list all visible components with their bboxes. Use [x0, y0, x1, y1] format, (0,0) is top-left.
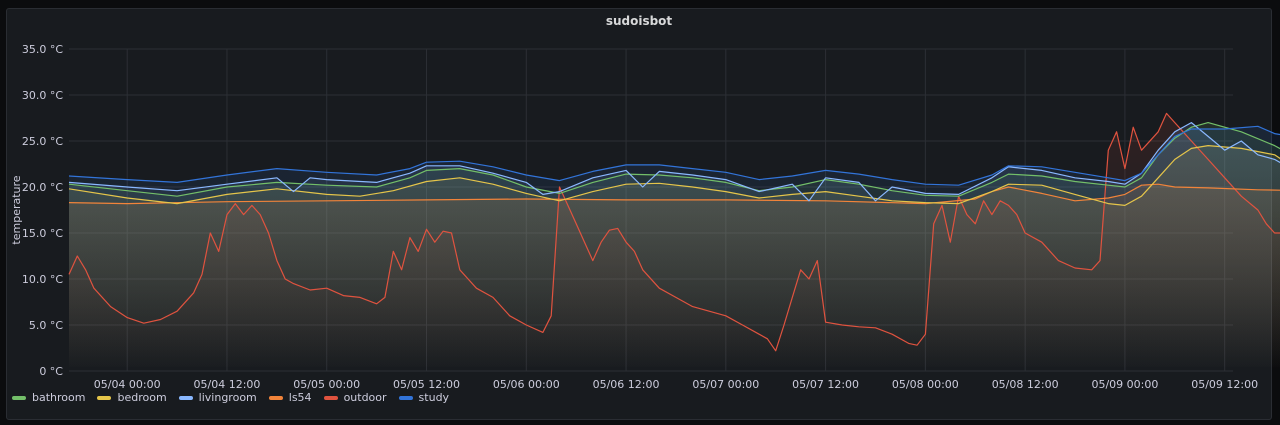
- x-tick-label: 05/04 12:00: [194, 378, 261, 391]
- series-line-bathroom[interactable]: [68, 109, 1280, 197]
- series-line-bedroom[interactable]: [68, 123, 1280, 206]
- y-tick-label: 35.0 °C: [22, 43, 63, 56]
- legend-item-livingroom[interactable]: livingroom: [178, 391, 257, 404]
- series-line-layer: [68, 58, 1280, 352]
- series-line-study[interactable]: [68, 100, 1280, 186]
- legend-item-bathroom[interactable]: bathroom: [12, 391, 85, 404]
- legend-swatch: [178, 395, 193, 400]
- x-tick-label: 05/08 00:00: [892, 378, 959, 391]
- legend-swatch: [12, 395, 26, 400]
- legend-swatch: [398, 395, 413, 400]
- y-tick-label: 30.0 °C: [22, 89, 63, 102]
- legend-label: livingroom: [198, 391, 257, 404]
- legend-item-bedroom[interactable]: bedroom: [97, 391, 167, 404]
- legend-swatch: [97, 395, 112, 400]
- series-line-outdoor[interactable]: [68, 58, 1280, 352]
- series-line-ls54[interactable]: [68, 175, 1280, 205]
- legend-label: ls54: [288, 391, 312, 404]
- y-tick-label: 20.0 °C: [22, 181, 63, 194]
- series-line-livingroom[interactable]: [68, 104, 1280, 202]
- x-tick-label: 05/06 00:00: [493, 378, 560, 391]
- chart-legend: bathroom bedroom livingroom ls54 outdoor…: [12, 391, 449, 404]
- x-tick-label: 05/07 00:00: [692, 378, 759, 391]
- series-area-study: [69, 126, 1280, 371]
- x-tick-label: 05/07 12:00: [792, 378, 859, 391]
- x-tick-label: 05/09 12:00: [1191, 378, 1258, 391]
- y-tick-label: 5.0 °C: [29, 319, 63, 332]
- axis-label-layer: 0 °C 5.0 °C 10.0 °C 15.0 °C 20.0 °C 25.0 °C 30…: [10, 43, 1258, 391]
- legend-item-study[interactable]: study: [398, 391, 450, 404]
- legend-label: bathroom: [32, 391, 86, 404]
- legend-item-ls54[interactable]: ls54: [268, 391, 312, 404]
- legend-label: bedroom: [117, 391, 167, 404]
- x-tick-label: 05/05 00:00: [293, 378, 360, 391]
- x-tick-label: 05/09 00:00: [1091, 378, 1158, 391]
- legend-swatch: [323, 395, 338, 400]
- x-tick-label: 05/05 12:00: [393, 378, 460, 391]
- y-tick-label: 0 °C: [39, 365, 63, 378]
- legend-label: outdoor: [343, 391, 387, 404]
- series-fill-layer: [69, 113, 1280, 371]
- x-tick-label: 05/04 00:00: [94, 378, 161, 391]
- x-tick-label: 05/06 12:00: [593, 378, 660, 391]
- y-axis-label: temperature: [10, 175, 23, 244]
- y-tick-label: 25.0 °C: [22, 135, 63, 148]
- x-tick-label: 05/08 12:00: [992, 378, 1059, 391]
- legend-label: study: [418, 391, 450, 404]
- legend-swatch: [268, 395, 283, 400]
- legend-item-outdoor[interactable]: outdoor: [323, 391, 387, 404]
- panel-title[interactable]: sudoisbot: [605, 14, 673, 28]
- y-tick-label: 15.0 °C: [22, 227, 63, 240]
- y-tick-label: 10.0 °C: [22, 273, 63, 286]
